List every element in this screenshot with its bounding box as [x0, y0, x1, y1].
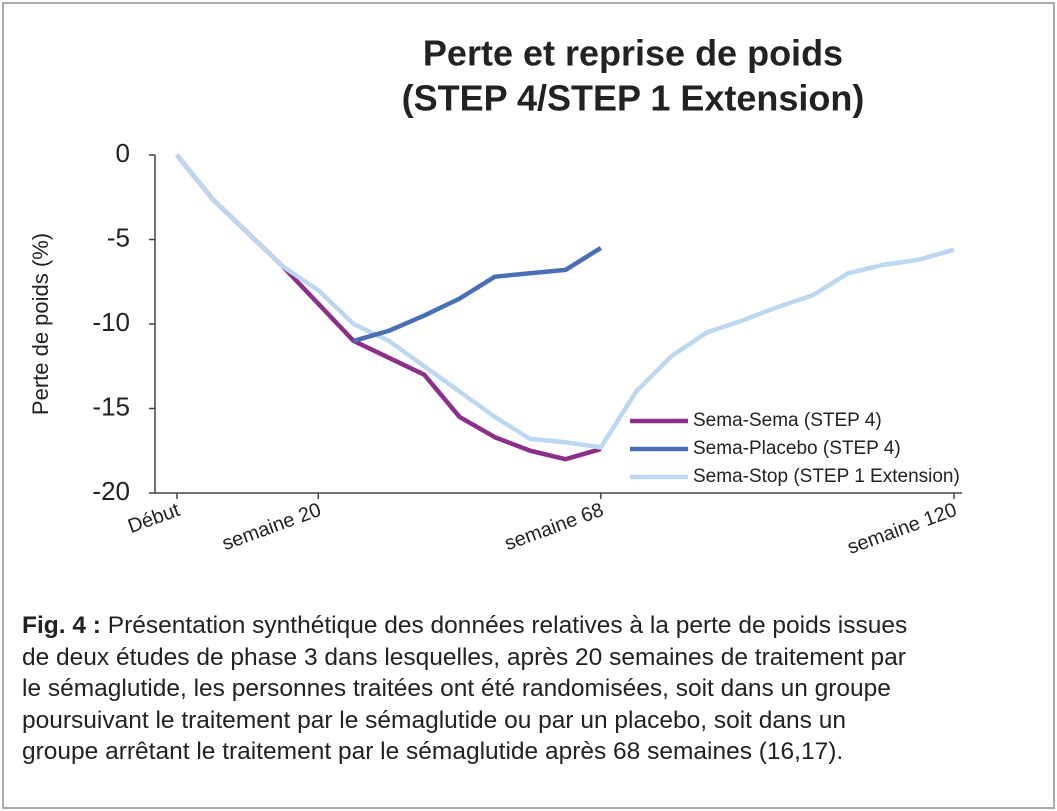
caption-line: poursuivant le traitement par le sémaglu…	[22, 705, 907, 737]
caption-line: le sémaglutide, les personnes traitées o…	[22, 673, 907, 705]
caption: Fig. 4 : Présentation synthétique des do…	[22, 610, 907, 768]
y-tick-label: -15	[92, 391, 130, 421]
caption-text: de deux études de phase 3 dans lesquelle…	[22, 643, 906, 671]
chart: Perte et reprise de poids (STEP 4/STEP 1…	[28, 33, 962, 559]
series-line	[352, 246, 603, 344]
legend-label: Sema-Placebo (STEP 4)	[693, 438, 901, 459]
legend-label: Sema-Stop (STEP 1 Extension)	[693, 466, 960, 487]
caption-label: Fig. 4 :	[22, 612, 101, 639]
y-tick-label: 0	[116, 138, 130, 168]
y-tick-label: -20	[92, 476, 130, 506]
caption-line: Fig. 4 : Présentation synthétique des do…	[22, 610, 907, 642]
chart-title: Perte et reprise de poids	[423, 33, 843, 74]
caption-text: le sémaglutide, les personnes traitées o…	[22, 675, 891, 702]
x-tick-label: Début	[125, 499, 183, 538]
caption-text: poursuivant le traitement par le sémaglu…	[22, 706, 846, 734]
caption-text: groupe arrêtant le traitement par le sém…	[22, 738, 844, 765]
caption-line: groupe arrêtant le traitement par le sém…	[22, 736, 907, 768]
caption-text: Présentation synthétique des données rel…	[107, 612, 908, 639]
y-tick-label: -10	[92, 307, 130, 337]
series-line	[175, 153, 955, 450]
x-tick-label: semaine 68	[502, 499, 607, 555]
caption-line: de deux études de phase 3 dans lesquelle…	[22, 642, 907, 674]
legend-label: Sema-Sema (STEP 4)	[693, 410, 882, 431]
x-tick-label: semaine 20	[219, 499, 324, 555]
y-tick-label: -5	[107, 222, 130, 252]
chart-title: (STEP 4/STEP 1 Extension)	[402, 78, 865, 119]
y-axis-label: Perte de poids (%)	[28, 233, 53, 415]
x-tick-label: semaine 120	[845, 499, 960, 559]
series-line	[175, 153, 602, 462]
